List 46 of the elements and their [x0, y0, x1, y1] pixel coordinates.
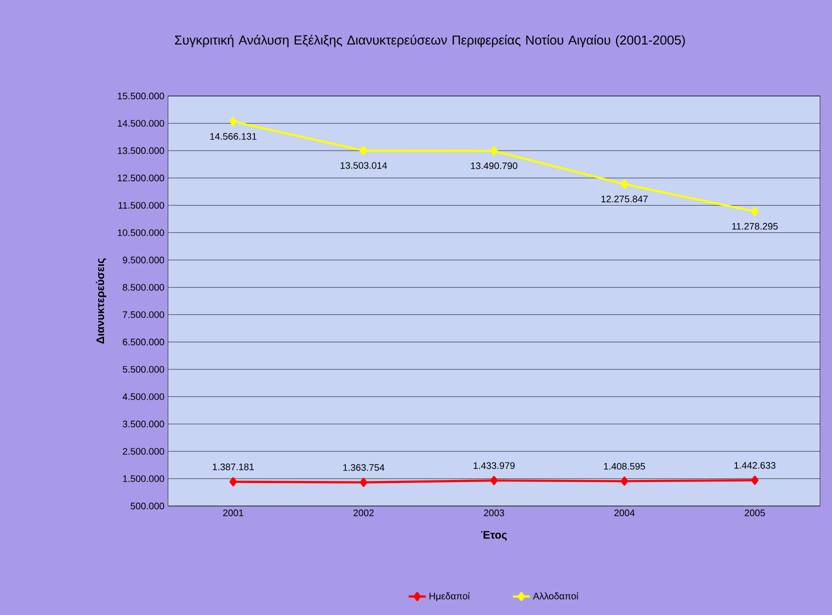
y-tick-label: 14.500.000	[118, 120, 164, 127]
x-tick-label: 2004	[614, 510, 635, 516]
y-tick-label: 9.500.000	[122, 256, 164, 264]
point	[360, 146, 368, 156]
y-tick-label: 11.500.000	[118, 202, 164, 209]
y-tick-label: 3.500.000	[122, 420, 164, 428]
legend-label: Ημεδαποί	[430, 592, 470, 602]
point	[751, 476, 759, 485]
point	[490, 476, 498, 486]
point	[490, 146, 498, 156]
point	[620, 476, 628, 486]
point	[751, 206, 759, 216]
y-tick-label: 10.500.000	[118, 229, 164, 236]
data-label: 14.566.131	[210, 133, 256, 140]
point	[229, 477, 237, 486]
point	[229, 116, 237, 126]
x-tick-label: 2005	[744, 510, 765, 516]
chart-title: Συγκριτική Ανάλυση Εξέλιξης Διανυκτερεύσεων Περιφερείας Νοτίου Αιγαίου (2001-2005)	[174, 34, 685, 48]
data-label: 13.503.014	[340, 162, 387, 169]
y-axis-title: Διανυκτερεύσεις	[96, 258, 106, 344]
y-tick-label: 13.500.000	[118, 147, 164, 154]
y-tick-label: 500.000	[130, 502, 164, 510]
y-tick-label: 2.500.000	[122, 448, 164, 455]
data-label: 13.490.790	[471, 162, 518, 170]
data-label: 12.275.847	[601, 196, 648, 202]
y-tick-label: 15.500.000	[118, 92, 164, 100]
data-label: 1.433.979	[474, 462, 515, 469]
y-tick-label: 8.500.000	[122, 284, 164, 291]
x-tick-label: 2002	[354, 510, 374, 516]
x-axis-title: Έτος	[481, 531, 507, 541]
data-label: 11.278.295	[732, 222, 778, 230]
x-tick-label: 2003	[484, 510, 504, 516]
x-tick-label: 2001	[223, 510, 244, 516]
y-tick-label: 7.500.000	[122, 311, 164, 318]
y-tick-label: 5.500.000	[122, 366, 164, 373]
data-label: 1.442.633	[734, 462, 776, 469]
y-tick-label: 4.500.000	[122, 393, 164, 400]
data-label: 1.363.754	[343, 464, 384, 471]
y-tick-label: 1.500.000	[123, 475, 164, 482]
data-label: 1.408.595	[604, 462, 646, 470]
y-tick-label: 6.500.000	[122, 338, 164, 346]
legend-label: Αλλοδαποί	[533, 592, 578, 600]
data-label: 1.387.181	[212, 464, 254, 470]
y-tick-label: 12.500.000	[118, 174, 164, 182]
point	[620, 180, 628, 189]
point	[360, 478, 368, 487]
